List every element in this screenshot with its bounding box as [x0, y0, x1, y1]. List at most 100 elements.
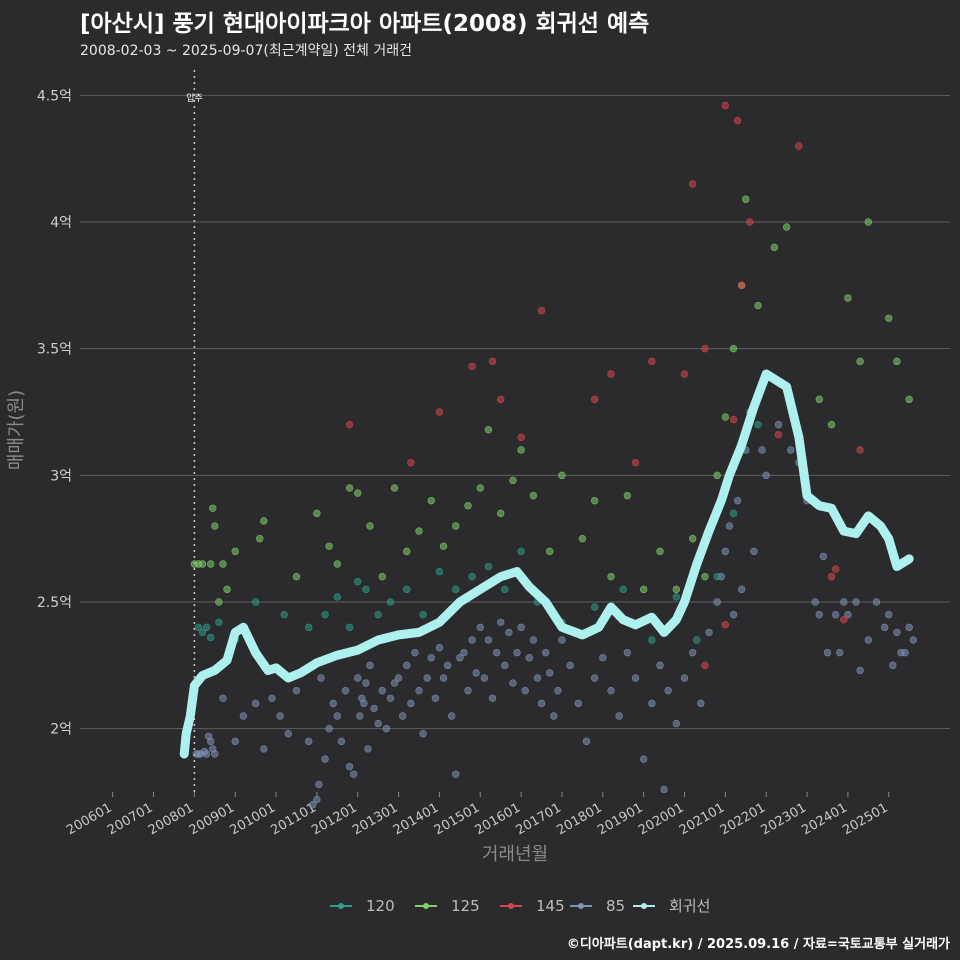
- point-125: [464, 502, 472, 510]
- point-85: [774, 420, 783, 429]
- legend-key-dot: [338, 903, 344, 909]
- point-85: [582, 737, 591, 746]
- point-145: [488, 357, 497, 366]
- point-85: [497, 618, 505, 626]
- point-125: [742, 195, 750, 203]
- point-125: [607, 572, 615, 581]
- point-125: [815, 395, 823, 404]
- point-85: [398, 712, 407, 720]
- point-85: [505, 628, 513, 637]
- point-85: [325, 724, 333, 733]
- point-85: [893, 628, 901, 637]
- point-85: [623, 648, 632, 657]
- x-tick-label: 202001: [636, 800, 686, 838]
- point-125: [345, 484, 354, 492]
- x-tick-label: 202301: [759, 800, 809, 838]
- x-tick-label: 200601: [64, 800, 114, 838]
- y-axis-ticks: 2억 2.5억 3억 3.5억 4억 4.5억: [37, 88, 72, 737]
- point-85: [378, 686, 386, 695]
- point-85: [705, 628, 713, 637]
- point-85: [541, 648, 550, 657]
- point-85: [840, 598, 848, 606]
- point-125: [366, 522, 374, 530]
- point-125: [517, 446, 525, 454]
- point-85: [390, 679, 399, 687]
- point-85: [345, 762, 354, 771]
- point-85: [574, 699, 583, 708]
- point-85: [901, 648, 909, 657]
- point-85: [468, 636, 476, 644]
- point-125: [209, 504, 217, 512]
- point-125: [313, 509, 321, 518]
- point-120: [215, 618, 223, 626]
- point-125: [223, 585, 231, 594]
- point-85: [607, 686, 615, 695]
- point-145: [729, 415, 738, 424]
- point-125: [529, 491, 538, 500]
- point-120: [198, 628, 207, 637]
- point-120: [452, 585, 460, 594]
- point-85: [590, 674, 599, 682]
- point-145: [827, 572, 836, 581]
- x-tick-label: 201201: [309, 800, 359, 838]
- legend-label: 85: [606, 897, 625, 915]
- point-85: [599, 654, 607, 662]
- point-120: [619, 585, 627, 594]
- point-85: [819, 552, 828, 561]
- chart-title: [아산시] 풍기 현대아이파크아 아파트(2008) 회귀선 예측: [80, 11, 650, 37]
- legend-key-dot: [578, 903, 584, 909]
- point-85: [407, 699, 415, 708]
- point-120: [648, 636, 656, 644]
- point-85: [889, 661, 897, 670]
- point-85: [456, 654, 464, 662]
- point-125: [427, 496, 435, 505]
- point-125: [782, 223, 791, 231]
- point-85: [909, 636, 917, 644]
- point-125: [260, 517, 268, 525]
- point-85: [558, 636, 566, 644]
- point-85: [725, 522, 734, 530]
- point-85: [366, 661, 374, 670]
- point-85: [207, 737, 215, 746]
- point-85: [382, 724, 391, 733]
- point-85: [831, 610, 840, 619]
- point-85: [758, 446, 766, 454]
- point-145: [721, 101, 730, 110]
- y-tick-label: 2.5억: [37, 595, 72, 611]
- point-125: [905, 395, 913, 404]
- point-145: [737, 281, 746, 290]
- point-145: [733, 116, 742, 125]
- point-85: [251, 699, 260, 708]
- point-85: [443, 661, 452, 670]
- point-85: [737, 585, 746, 594]
- point-85: [660, 785, 668, 794]
- point-120: [374, 610, 382, 619]
- point-120: [345, 623, 354, 632]
- x-tick-label: 202101: [677, 800, 727, 838]
- point-145: [407, 458, 415, 467]
- point-85: [374, 719, 382, 728]
- point-120: [419, 610, 427, 619]
- point-85: [415, 686, 423, 695]
- point-85: [533, 674, 542, 682]
- point-85: [823, 648, 832, 657]
- point-125: [885, 314, 893, 322]
- x-tick-label: 200901: [187, 800, 237, 838]
- scatter-points: [190, 101, 917, 809]
- y-tick-label: 3억: [50, 468, 72, 484]
- point-145: [680, 370, 689, 378]
- point-125: [484, 426, 493, 434]
- x-tick-label: 202401: [799, 800, 849, 838]
- point-85: [423, 674, 431, 682]
- point-85: [370, 704, 378, 713]
- point-85: [488, 694, 497, 702]
- point-145: [701, 344, 709, 353]
- point-85: [880, 623, 889, 632]
- x-tick-label: 202501: [840, 800, 890, 838]
- point-125: [721, 413, 730, 421]
- legend: 120 125 145 85 회귀선: [330, 897, 710, 915]
- point-85: [521, 686, 529, 695]
- point-125: [215, 598, 223, 606]
- point-120: [672, 593, 681, 601]
- point-85: [386, 694, 395, 702]
